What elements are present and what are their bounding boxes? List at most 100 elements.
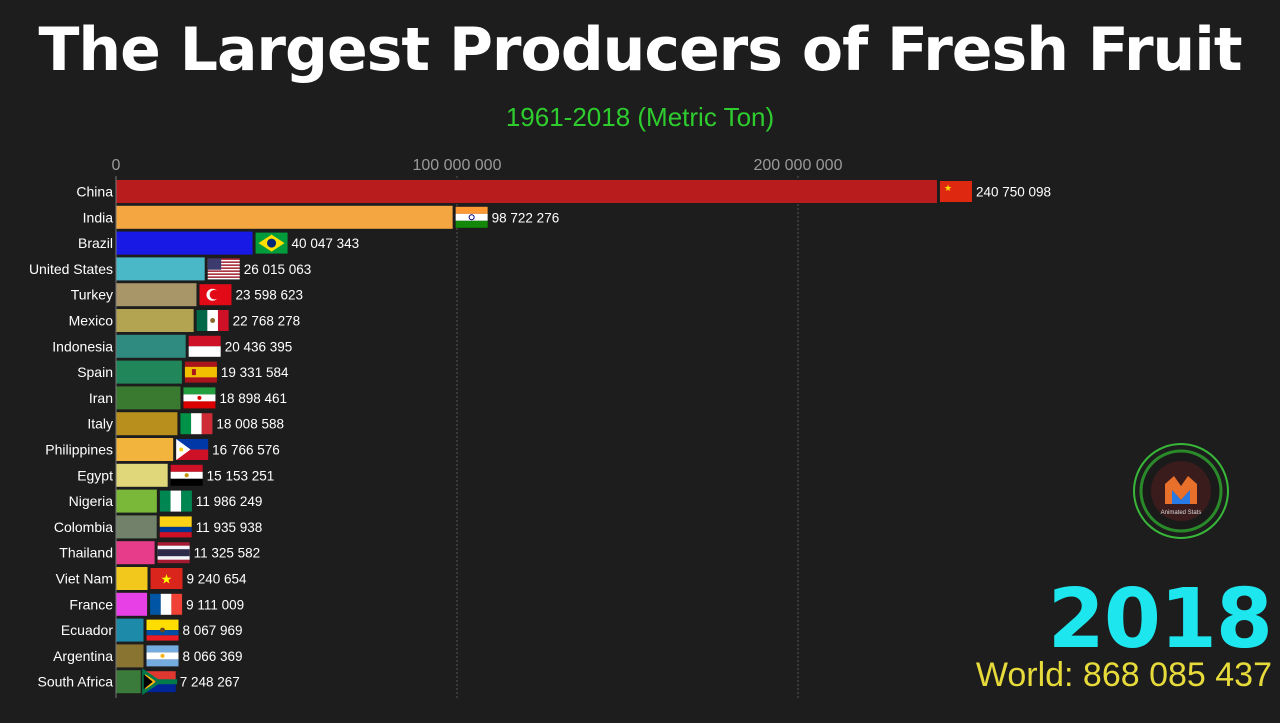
- flag-part: [150, 593, 161, 615]
- india-flag-icon: [455, 206, 488, 228]
- thailand-flag-icon: [157, 542, 190, 564]
- bar-italy: [116, 412, 178, 436]
- country-label: Spain: [77, 364, 113, 380]
- flag-part: [191, 369, 196, 376]
- value-label: 19 331 584: [221, 365, 289, 380]
- iran-flag-icon: [183, 387, 216, 409]
- bar-brazil: [116, 231, 253, 255]
- flag-part: [939, 181, 972, 202]
- flag-part: [207, 276, 240, 278]
- x-tick-label: 0: [112, 157, 121, 174]
- egypt-flag-icon: [170, 464, 203, 486]
- country-label: Brazil: [78, 235, 113, 251]
- flag-part: [183, 387, 216, 395]
- value-label: 240 750 098: [976, 185, 1051, 200]
- flag-part: [170, 490, 182, 512]
- turkey-flag-icon: [199, 284, 232, 306]
- vietnam-flag-icon: ★: [150, 568, 183, 589]
- france-flag-icon: [150, 593, 183, 615]
- bar-philippines: [116, 438, 174, 461]
- flag-part: [207, 264, 240, 266]
- flag-part: [455, 220, 488, 228]
- value-label: 18 008 588: [216, 417, 284, 432]
- flag-part: [143, 674, 153, 690]
- bar-colombia: [116, 515, 157, 539]
- italy-flag-icon: [180, 413, 213, 435]
- indonesia-flag-icon: [188, 335, 221, 357]
- flag-part: [159, 490, 171, 512]
- country-label: France: [69, 596, 113, 612]
- svg-text:Animated Stats: Animated Stats: [1161, 510, 1202, 516]
- value-label: 20 436 395: [225, 339, 293, 354]
- value-label: 22 768 278: [233, 314, 301, 329]
- colombia-flag-icon: [159, 516, 192, 538]
- bar-turkey: [116, 283, 197, 307]
- flag-part: [207, 265, 240, 268]
- flag-part: [170, 478, 203, 486]
- value-label: 11 986 249: [196, 494, 263, 509]
- chart-subtitle: 1961-2018 (Metric Ton): [505, 102, 775, 132]
- country-label: South Africa: [38, 674, 114, 690]
- value-label: 40 047 343: [292, 236, 360, 251]
- flag-star: ★: [944, 183, 952, 193]
- value-label: 7 248 267: [180, 675, 240, 690]
- flag-part: [207, 258, 222, 270]
- value-label: 16 766 576: [212, 443, 280, 458]
- flag-part: [207, 271, 240, 274]
- flag-part: [150, 568, 183, 589]
- bar-france: [116, 592, 148, 616]
- flag-part: [184, 366, 217, 378]
- bar-nigeria: [116, 489, 157, 513]
- flag-part: [170, 464, 203, 472]
- flag-part: [143, 681, 176, 693]
- flag-part: [196, 310, 208, 331]
- bar-thailand: [116, 541, 155, 565]
- country-label: Iran: [89, 390, 113, 406]
- flag-star: ★: [161, 572, 173, 587]
- brazil-flag-icon: [255, 232, 288, 254]
- country-label: Nigeria: [69, 493, 114, 509]
- flag-part: [267, 238, 277, 248]
- flag-part: [181, 490, 192, 512]
- flag-part: [159, 526, 192, 533]
- flag-part: [207, 273, 240, 275]
- flag-part: [157, 549, 190, 557]
- flag-part: [180, 413, 192, 435]
- bar-iran: [116, 386, 181, 410]
- flag-part: [455, 206, 488, 214]
- x-tick-label: 100 000 000: [413, 157, 502, 174]
- argentina-flag-icon: [146, 645, 179, 667]
- bar-united-states: [116, 257, 205, 281]
- flag-part: [143, 671, 176, 682]
- value-label: 18 898 461: [219, 391, 287, 406]
- flag-part: [207, 270, 240, 272]
- bar-indonesia: [116, 334, 186, 358]
- flag-part: [201, 413, 213, 435]
- value-label: 15 153 251: [207, 468, 275, 483]
- bar-argentina: [116, 644, 144, 668]
- flag-part: [146, 659, 179, 667]
- flag-part: [146, 630, 179, 636]
- flag-part: [142, 668, 178, 696]
- value-label: 11 935 938: [196, 520, 263, 535]
- flag-part: [184, 473, 189, 478]
- flag-part: [207, 267, 240, 269]
- country-label: Indonesia: [52, 338, 113, 354]
- spain-flag-icon: [184, 361, 217, 383]
- flag-part: [207, 261, 240, 263]
- flag-part: [146, 645, 179, 653]
- flag-part: [207, 262, 240, 265]
- flag-part: [176, 449, 209, 460]
- bar-spain: [116, 360, 182, 384]
- bar-mexico: [116, 309, 194, 332]
- flag-part: [146, 635, 179, 641]
- flag-part: [188, 335, 221, 347]
- value-label: 23 598 623: [235, 288, 303, 303]
- flag-part: [209, 289, 220, 300]
- flag-part: [159, 516, 192, 527]
- flag-part: [468, 214, 475, 221]
- value-label: 8 067 969: [183, 623, 243, 638]
- bar-ecuador: [116, 618, 144, 642]
- value-label: 9 111 009: [186, 597, 244, 612]
